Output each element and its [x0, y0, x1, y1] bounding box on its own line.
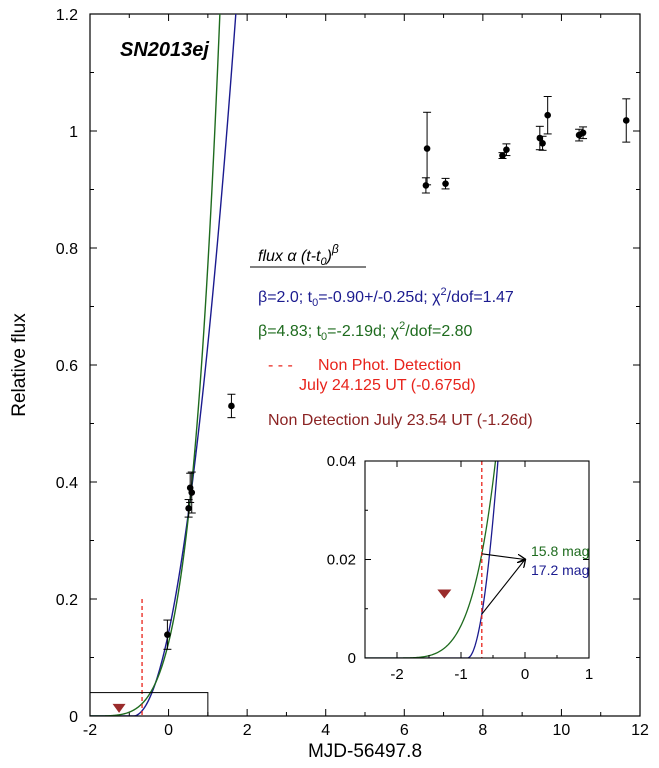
- data-point: [188, 489, 196, 496]
- inset-y-tick-label: 0.02: [327, 552, 356, 569]
- x-tick-label: 6: [400, 722, 409, 739]
- data-point: [503, 146, 510, 154]
- legend-green-fit: β=4.83; t0=-2.19d; χ2/dof=2.80: [258, 320, 473, 343]
- y-tick-label: 0: [69, 709, 78, 726]
- x-axis-label: MJD-56497.8: [308, 741, 422, 762]
- x-tick-label: -2: [83, 722, 97, 739]
- x-tick-label: 0: [164, 722, 173, 739]
- legend-blue-fit: β=2.0; t0=-0.90+/-0.25d; χ2/dof=1.47: [258, 286, 514, 309]
- inset-y-tick-label: 0: [348, 650, 356, 667]
- chart-title: SN2013ej: [120, 39, 209, 61]
- inset-x-tick-label: -1: [454, 666, 467, 683]
- data-point: [422, 182, 430, 189]
- data-point: [539, 139, 546, 147]
- main-data-points: [163, 95, 631, 650]
- inset-fit-curves: [365, 461, 499, 658]
- inset-x-tick-label: 1: [585, 666, 593, 683]
- non-detection-marker: [112, 703, 126, 713]
- legend-non-detection: Non Detection July 23.54 UT (-1.26d): [268, 412, 533, 429]
- inset-x-tick-label: -2: [390, 666, 403, 683]
- fit-curve-0: [90, 14, 237, 716]
- inset-fit-curve-0: [365, 461, 499, 658]
- y-tick-label: 0.6: [56, 358, 78, 375]
- data-point: [442, 180, 449, 187]
- data-point: [544, 111, 551, 119]
- x-tick-label: 2: [243, 722, 252, 739]
- data-point: [423, 145, 431, 152]
- inset-y-tick-label: 0.04: [327, 453, 356, 470]
- legend-non-phot-line1: Non Phot. Detection: [318, 357, 461, 374]
- inset-mag-green: 15.8 mag: [531, 543, 589, 559]
- main-fit-curves: [90, 14, 237, 716]
- data-point: [228, 402, 235, 410]
- inset-region-box: [89, 692, 209, 717]
- data-point: [579, 129, 587, 137]
- y-tick-label: 1.2: [56, 7, 78, 24]
- y-axis-label: Relative flux: [9, 313, 30, 417]
- y-tick-label: 1: [69, 124, 78, 141]
- y-tick-label: 0.4: [56, 475, 78, 492]
- data-point: [164, 631, 171, 638]
- y-tick-label: 0.2: [56, 592, 78, 609]
- inset-plot: -2 -1 0 1 0 0.02 0.04 15.8 mag 17.2 mag: [327, 453, 593, 683]
- x-tick-label: 8: [478, 722, 487, 739]
- x-tick-label: 10: [553, 722, 571, 739]
- inset-fit-curve-1: [365, 461, 497, 658]
- inset-non-detection-marker: [437, 589, 452, 599]
- inset-x-tick-label: 0: [521, 666, 529, 683]
- y-tick-label: 0.8: [56, 241, 78, 258]
- data-point: [185, 505, 192, 512]
- x-tick-label: 4: [321, 722, 330, 739]
- legend-formula: flux α (t-t0)β: [258, 242, 339, 268]
- x-tick-label: 12: [631, 722, 649, 739]
- inset-axis-ticks: -2 -1 0 1 0 0.02 0.04: [327, 453, 593, 683]
- data-point: [622, 117, 630, 124]
- legend-dash-symbol: - - -: [268, 357, 293, 374]
- legend: flux α (t-t0)β β=2.0; t0=-0.90+/-0.25d; …: [250, 242, 533, 429]
- inset-mag-blue: 17.2 mag: [531, 562, 589, 578]
- legend-non-phot-line2: July 24.125 UT (-0.675d): [299, 377, 476, 394]
- inset-background: [365, 461, 589, 658]
- fit-curve-1: [90, 14, 221, 716]
- inset-arrow-blue: [481, 560, 525, 615]
